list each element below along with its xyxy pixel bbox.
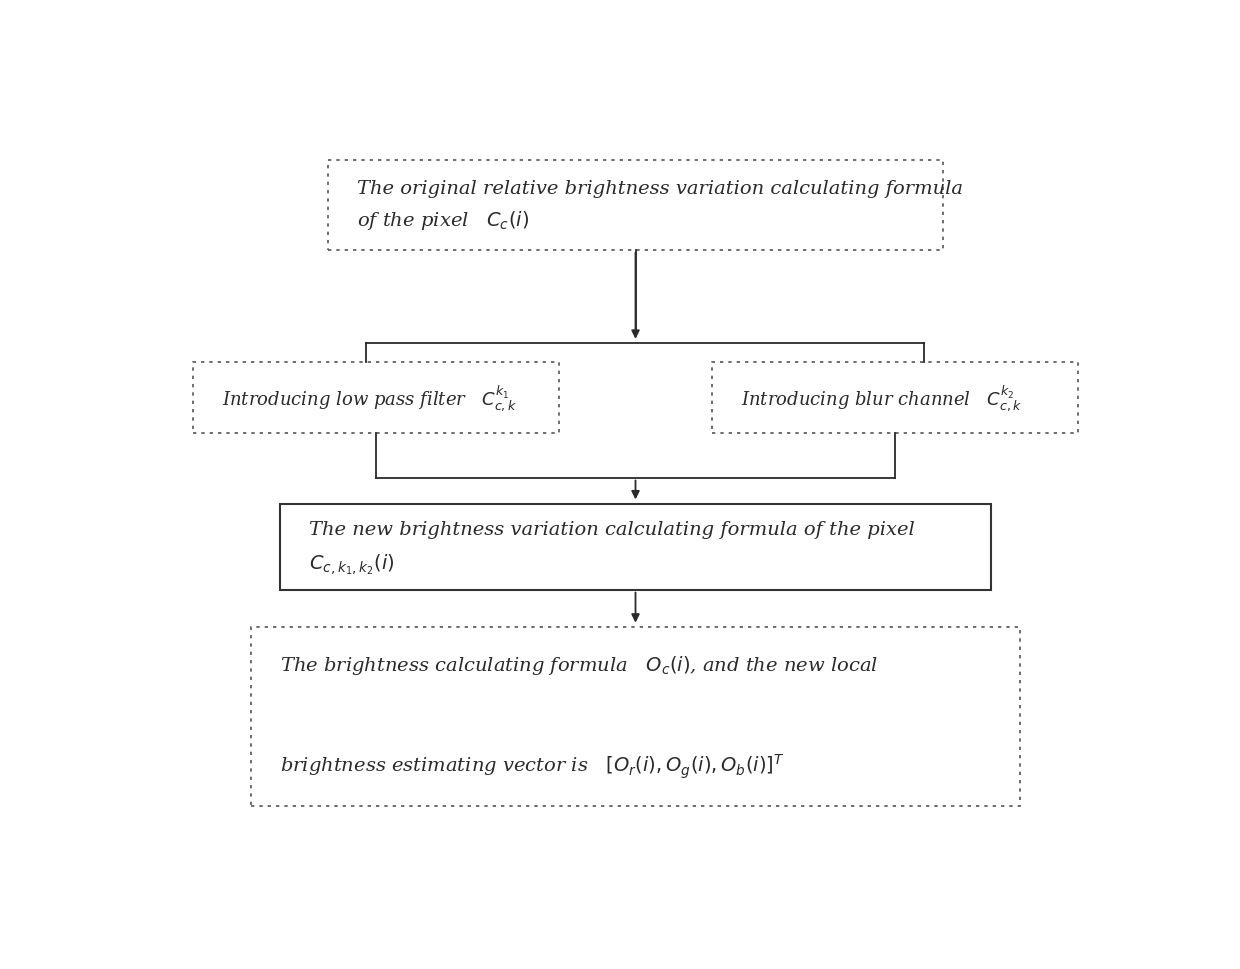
Text: $C_{c,k_1,k_2}(i)$: $C_{c,k_1,k_2}(i)$ bbox=[309, 552, 394, 577]
Bar bbox=[280, 504, 991, 590]
Bar bbox=[712, 362, 1078, 433]
Text: brightness estimating vector is   $[O_r(i),O_g(i),O_b(i)]^T$: brightness estimating vector is $[O_r(i)… bbox=[280, 752, 785, 780]
Text: The new brightness variation calculating formula of the pixel: The new brightness variation calculating… bbox=[309, 520, 915, 539]
Text: Introducing blur channel   $C^{k_2}_{c,k}$: Introducing blur channel $C^{k_2}_{c,k}$ bbox=[742, 384, 1023, 413]
Bar bbox=[327, 161, 944, 251]
Text: The brightness calculating formula   $O_c(i)$, and the new local: The brightness calculating formula $O_c(… bbox=[280, 653, 878, 676]
Bar bbox=[193, 362, 558, 433]
Text: Introducing low pass filter   $C^{k_1}_{c,k}$: Introducing low pass filter $C^{k_1}_{c,… bbox=[222, 384, 517, 413]
Bar bbox=[250, 627, 1021, 806]
Text: of the pixel   $C_c(i)$: of the pixel $C_c(i)$ bbox=[357, 209, 528, 232]
Text: The original relative brightness variation calculating formula: The original relative brightness variati… bbox=[357, 179, 962, 198]
